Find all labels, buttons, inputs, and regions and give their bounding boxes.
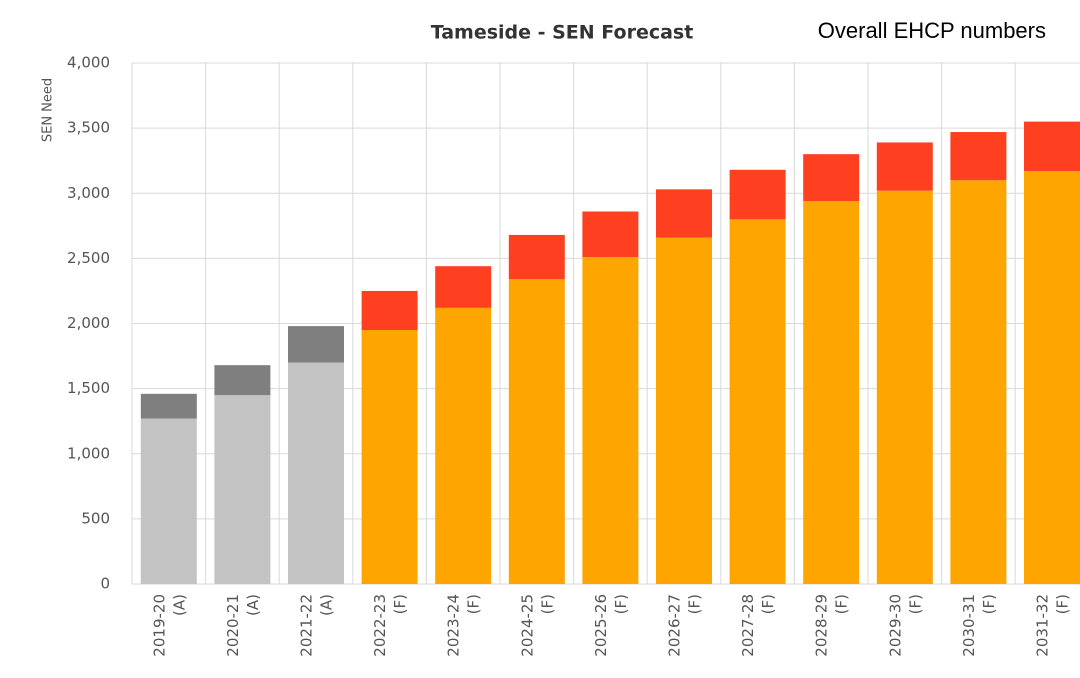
- x-tick-label: (F): [686, 594, 704, 614]
- x-tick-label: (F): [1054, 594, 1072, 614]
- bar-segment: [361, 290, 418, 331]
- y-tick-label: 0: [100, 575, 110, 593]
- x-tick-label: (A): [170, 594, 188, 616]
- bar-segment: [214, 365, 271, 396]
- bar-segment: [582, 257, 639, 584]
- y-tick-label: 3,500: [67, 119, 110, 137]
- x-tick-label: (F): [391, 594, 409, 614]
- y-tick-label: 500: [81, 509, 110, 527]
- x-tick-label: (A): [244, 594, 262, 616]
- x-tick-label: 2031-32: [1034, 594, 1052, 657]
- y-tick-label: 1,500: [67, 379, 110, 397]
- bar-segment: [435, 266, 492, 308]
- x-tick-label: 2023-24: [445, 594, 463, 657]
- bar-segment: [288, 362, 344, 584]
- chart-subtitle: Overall EHCP numbers: [818, 18, 1046, 43]
- x-tick-label: (F): [980, 594, 998, 614]
- bar-segment: [1024, 121, 1080, 172]
- bar-segment: [729, 219, 786, 585]
- x-tick-label: 2026-27: [666, 594, 684, 657]
- x-tick-label: 2019-20: [150, 594, 168, 657]
- x-tick-label: 2028-29: [813, 594, 831, 657]
- bar-segment: [803, 201, 860, 584]
- y-tick-label: 3,000: [67, 184, 110, 202]
- x-tick-label: 2025-26: [592, 594, 610, 657]
- bar-segment: [950, 132, 1007, 181]
- bar-segment: [214, 395, 271, 584]
- x-tick-label: (F): [906, 594, 924, 614]
- y-tick-label: 2,500: [67, 249, 110, 267]
- bar-segment: [876, 190, 933, 584]
- bar-segment: [508, 234, 565, 280]
- y-tick-label: 4,000: [67, 54, 110, 72]
- x-tick-label: 2027-28: [739, 594, 757, 657]
- x-tick-label: (A): [318, 594, 336, 616]
- bar-segment: [361, 330, 418, 584]
- bar-segment: [288, 326, 344, 363]
- x-tick-label: (F): [833, 594, 851, 614]
- x-tick-label: (F): [538, 594, 556, 614]
- bar-segment: [656, 237, 712, 584]
- bar-segment: [140, 393, 197, 419]
- x-tick-label: (F): [612, 594, 630, 614]
- y-tick-label: 2,000: [67, 314, 110, 332]
- bar-segment: [435, 307, 492, 584]
- x-tick-label: 2022-23: [371, 594, 389, 657]
- bar-segment: [803, 154, 860, 202]
- x-tick-label: 2020-21: [224, 594, 242, 657]
- bar-segment: [1024, 171, 1080, 585]
- y-axis-label: SEN Need: [41, 78, 56, 142]
- bar-segment: [876, 142, 933, 191]
- x-tick-label: (F): [759, 594, 777, 614]
- y-tick-label: 1,000: [67, 444, 110, 462]
- bar-segment: [729, 169, 786, 220]
- x-tick-label: 2024-25: [518, 594, 536, 657]
- bar-segment: [508, 279, 565, 584]
- bar-segment: [582, 211, 639, 258]
- chart-title: Tameside - SEN Forecast: [431, 22, 694, 44]
- x-tick-label: 2021-22: [298, 594, 316, 657]
- x-tick-label: (F): [465, 594, 483, 614]
- x-tick-label: 2030-31: [960, 594, 978, 657]
- x-tick-label: 2029-30: [886, 594, 904, 657]
- bar-segment: [656, 189, 712, 238]
- bar-segment: [140, 418, 197, 584]
- bar-segment: [950, 180, 1007, 584]
